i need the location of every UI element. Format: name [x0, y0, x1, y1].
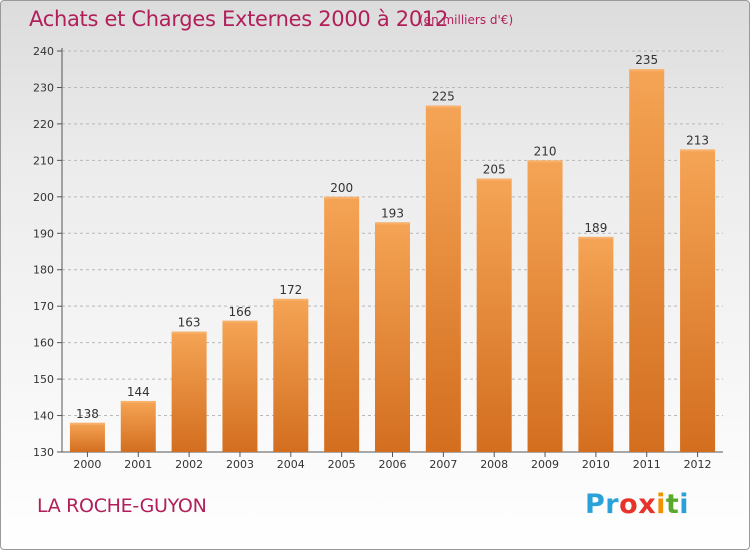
chart-title: Achats et Charges Externes 2000 à 2012 — [29, 7, 449, 31]
logo-letter: P — [585, 489, 606, 520]
data-label-2005: 200 — [330, 181, 353, 195]
x-tick-label-2008: 2008 — [480, 458, 508, 471]
y-tick-label: 150 — [33, 373, 54, 386]
bar-top-edge — [222, 320, 258, 323]
bar-top-edge — [171, 331, 207, 334]
y-tick-label: 170 — [33, 300, 54, 313]
bar-top-edge — [425, 105, 461, 108]
bar-2001 — [120, 400, 156, 452]
town-name: LA ROCHE-GUYON — [37, 495, 207, 517]
bar-top-edge — [120, 400, 156, 403]
data-label-2010: 189 — [584, 221, 607, 235]
data-label-2007: 225 — [432, 90, 455, 104]
bar-top-edge — [578, 236, 614, 239]
bar-top-edge — [69, 422, 105, 425]
y-tick-label: 160 — [33, 337, 54, 350]
bar-2009 — [527, 160, 563, 452]
data-label-2004: 172 — [279, 283, 302, 297]
y-tick-label: 240 — [33, 45, 54, 58]
data-labels: 138 144 163 166 172 200 193 225 205 210 189 235 213 — [76, 53, 709, 421]
chart-subtitle: (en milliers d'€) — [419, 13, 514, 27]
x-tick-label-2004: 2004 — [277, 458, 305, 471]
x-tick-label-2006: 2006 — [379, 458, 407, 471]
x-tick-label-2003: 2003 — [226, 458, 254, 471]
bar-2012 — [680, 149, 716, 452]
y-tick-label: 210 — [33, 154, 54, 167]
bar-2007 — [425, 105, 461, 452]
logo-letter: r — [605, 489, 620, 520]
y-tick-label: 200 — [33, 191, 54, 204]
data-label-2009: 210 — [534, 144, 557, 158]
x-tick-label-2009: 2009 — [531, 458, 559, 471]
bar-2003 — [222, 320, 258, 452]
bars — [69, 69, 716, 453]
y-tick-label: 220 — [33, 118, 54, 131]
logo-letter: o — [619, 489, 639, 520]
x-tick-label-2007: 2007 — [429, 458, 457, 471]
y-tick-label: 140 — [33, 410, 54, 423]
bar-2000 — [69, 422, 105, 452]
x-tick-label-2000: 2000 — [73, 458, 101, 471]
logo-letter: t — [665, 489, 680, 520]
data-label-2003: 166 — [229, 305, 252, 319]
bar-top-edge — [324, 196, 360, 199]
bar-2002 — [171, 331, 207, 452]
data-label-2006: 193 — [381, 206, 404, 220]
bar-2008 — [476, 178, 512, 452]
logo-letter: i — [679, 489, 690, 520]
bar-top-edge — [273, 298, 309, 301]
data-label-2001: 144 — [127, 385, 150, 399]
bar-2006 — [375, 222, 410, 452]
data-label-2011: 235 — [635, 53, 658, 67]
y-tick-label: 180 — [33, 264, 54, 277]
x-tick-label-2005: 2005 — [328, 458, 356, 471]
bar-2005 — [324, 196, 360, 452]
bar-top-edge — [527, 160, 563, 163]
data-label-2002: 163 — [178, 316, 201, 330]
x-tick-label-2012: 2012 — [684, 458, 712, 471]
x-tick-label-2011: 2011 — [633, 458, 661, 471]
data-label-2000: 138 — [76, 407, 99, 421]
proxiti-logo[interactable]: Proxiti — [585, 489, 689, 520]
logo-letter: x — [638, 489, 657, 520]
logo-letter: i — [656, 489, 666, 520]
bar-2004 — [273, 298, 309, 452]
x-tick-label-2010: 2010 — [582, 458, 610, 471]
bar-top-edge — [629, 69, 665, 72]
bar-top-edge — [375, 222, 410, 225]
bar-top-edge — [476, 178, 512, 181]
y-tick-label: 190 — [33, 227, 54, 240]
data-label-2012: 213 — [686, 133, 709, 147]
y-tick-label: 130 — [33, 446, 54, 459]
bar-2011 — [629, 69, 665, 453]
bar-2010 — [578, 236, 614, 452]
x-tick-label-2001: 2001 — [124, 458, 152, 471]
data-label-2008: 205 — [483, 163, 506, 177]
y-tick-label: 230 — [33, 81, 54, 94]
bar-top-edge — [680, 149, 716, 152]
x-tick-label-2002: 2002 — [175, 458, 203, 471]
